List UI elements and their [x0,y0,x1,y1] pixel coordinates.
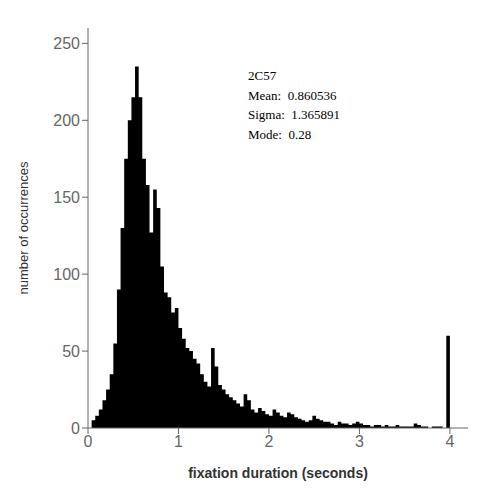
html-text:2C57 Mean: 0.860536 Sigma: 1.3: 2C57 Mean: 0.860536 Sigma: 1.365891 Mode… [248,68,341,142]
svg-text:100: 100 [53,266,80,283]
svg-text:250: 250 [53,35,80,52]
svg-text:number of occurrences: number of occurrences [16,161,31,294]
svg-text:50: 50 [62,343,80,360]
svg-text:fixation duration (seconds): fixation duration (seconds) [188,465,368,481]
svg-text:3: 3 [355,433,364,450]
svg-text:2: 2 [264,433,273,450]
svg-text:0: 0 [71,420,80,437]
svg-text:4: 4 [445,433,454,450]
svg-text:200: 200 [53,112,80,129]
svg-text:0: 0 [84,433,93,450]
svg-text:150: 150 [53,189,80,206]
svg-text:1: 1 [174,433,183,450]
